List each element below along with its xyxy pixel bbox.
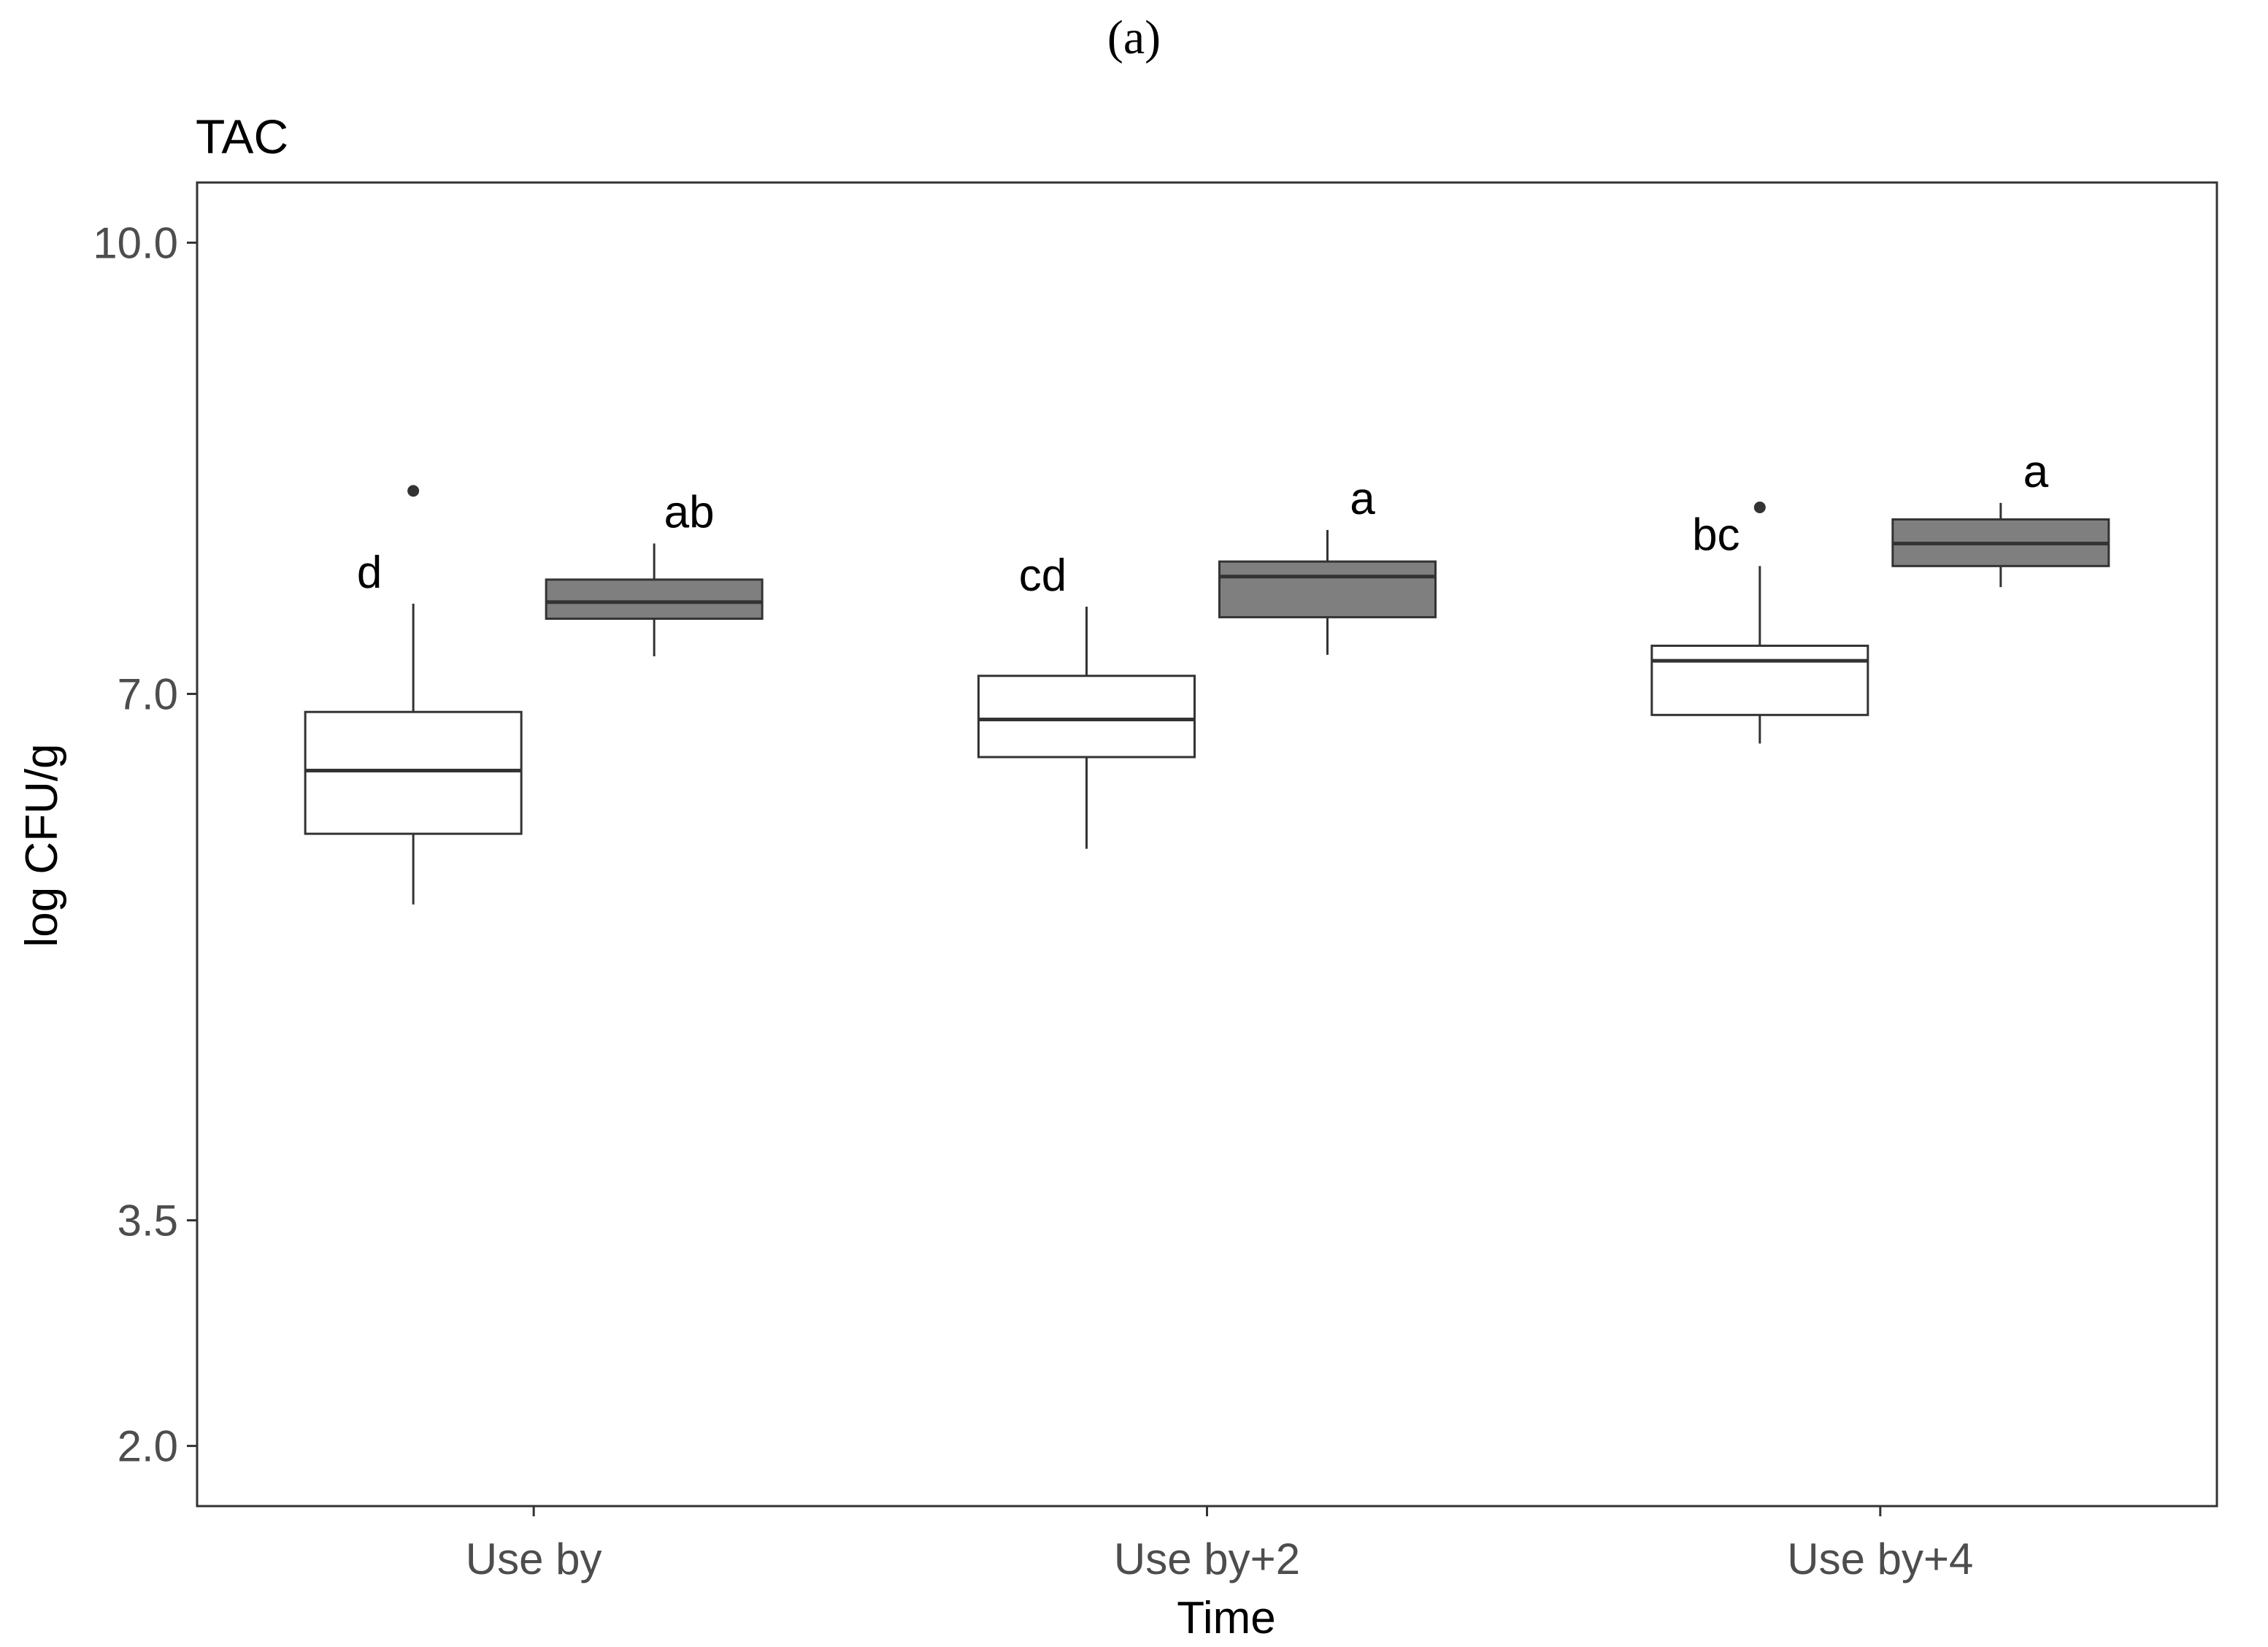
significance-letter: a [2023, 447, 2049, 497]
x-tick-label: Use by+4 [1787, 1535, 1973, 1583]
y-tick-label: 7.0 [118, 669, 178, 718]
significance-letters: d cd bc ab a a [357, 447, 2049, 601]
chart-title: TAC [196, 110, 288, 164]
box-iqr [304, 710, 523, 835]
boxplot [545, 543, 764, 656]
panel-label: (a) [1107, 11, 1161, 64]
y-tick-label: 10.0 [93, 218, 178, 267]
box-iqr [1650, 645, 1869, 716]
x-tick-label: Use by+2 [1114, 1535, 1300, 1583]
boxplot [304, 485, 523, 905]
box-iqr [1218, 560, 1437, 618]
box-iqr [545, 578, 764, 620]
significance-letter: ab [664, 487, 715, 537]
plot-panel [196, 181, 2218, 1508]
box-iqr [977, 675, 1196, 759]
significance-letter: cd [1019, 550, 1066, 601]
box-group [304, 485, 2110, 905]
x-axis-title: Time [1177, 1593, 1275, 1643]
boxplot [977, 606, 1196, 849]
significance-letter: d [357, 548, 382, 598]
y-axis: 2.0 3.5 7.0 10.0 [93, 218, 197, 1471]
x-tick-label: Use by [466, 1535, 602, 1583]
significance-letter: a [1350, 474, 1375, 524]
outlier-point [1753, 502, 1766, 514]
boxplot [1218, 529, 1437, 655]
y-axis-title: log CFU/g [17, 743, 67, 947]
boxplot [1891, 502, 2110, 588]
significance-letter: bc [1692, 510, 1740, 560]
x-axis: Use by Use by+2 Use by+4 [466, 1506, 1973, 1583]
outlier-point [407, 485, 420, 497]
y-tick-label: 3.5 [118, 1197, 178, 1245]
y-tick-label: 2.0 [118, 1422, 178, 1471]
boxplot [1650, 502, 1869, 744]
